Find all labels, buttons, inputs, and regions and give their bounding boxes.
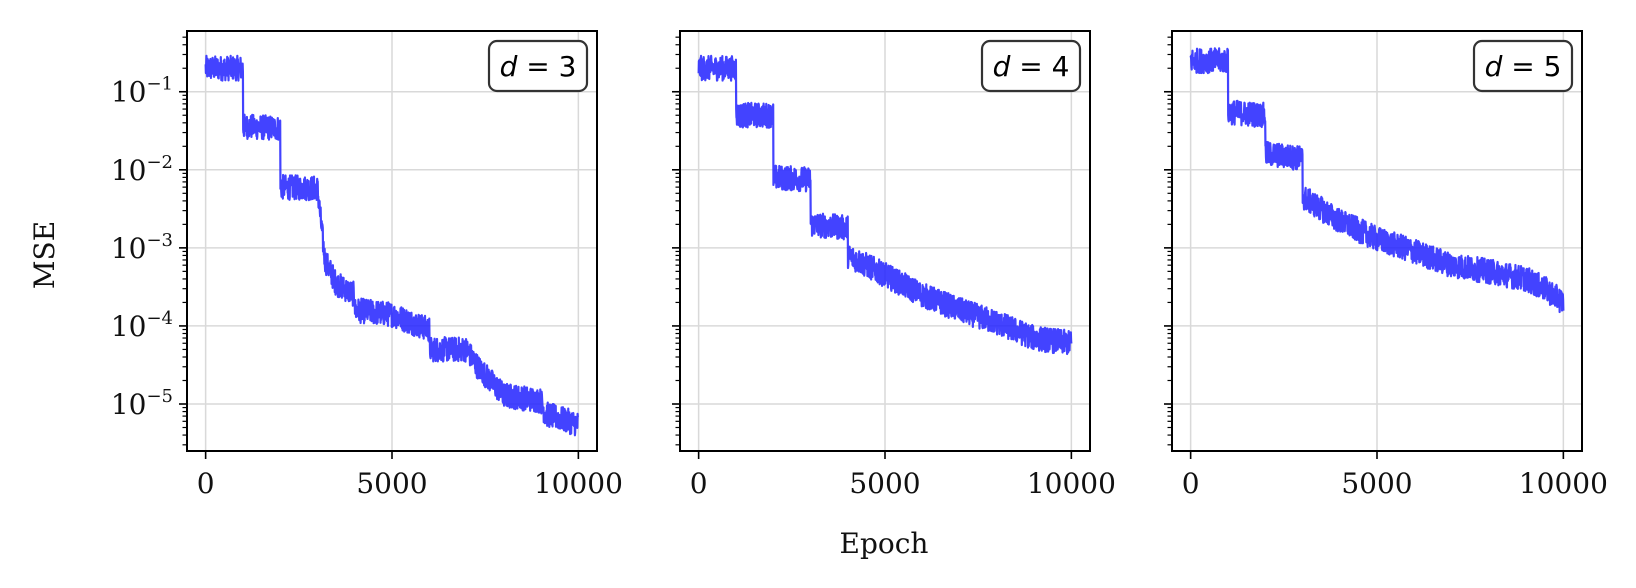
x-axis-label: Epoch (840, 527, 929, 560)
y-tick-label: 10−5 (111, 386, 173, 421)
y-tick-label: 10−2 (111, 152, 173, 187)
legend-label: d = 5 (1485, 50, 1562, 83)
legend-box (487, 39, 589, 93)
series-line (1189, 47, 1565, 314)
series-line (204, 54, 580, 437)
x-tick-label: 5000 (849, 467, 920, 500)
legend-label: d = 3 (500, 50, 577, 83)
panel-1: 0 5000 10000 10−1 10−2 10−3 10−4 10−5 d = 3 (111, 30, 623, 500)
legend-box (1472, 39, 1574, 93)
y-tick-label: 10−1 (111, 74, 173, 109)
x-tick-label: 10000 (1027, 467, 1116, 500)
x-tick-label: 5000 (356, 467, 427, 500)
x-tick-label: 5000 (1341, 467, 1412, 500)
panels: 0 5000 10000 10−1 10−2 10−3 10−4 10−5 d = 3 0 5000… (111, 30, 1608, 500)
x-tick-label: 0 (197, 467, 215, 500)
legend-label: d = 4 (993, 50, 1070, 83)
y-axis-label: MSE (28, 221, 61, 289)
legend-box (980, 39, 1082, 93)
y-tick-label: 10−4 (111, 308, 173, 343)
y-tick-label: 10−3 (111, 230, 173, 265)
panel-2: 0 5000 10000 d = 4 (672, 30, 1116, 500)
x-tick-label: 0 (1182, 467, 1200, 500)
series-line (697, 54, 1073, 356)
x-tick-label: 10000 (534, 467, 623, 500)
x-tick-label: 10000 (1519, 467, 1608, 500)
panel-3: 0 5000 10000 d = 5 (1164, 30, 1608, 500)
x-tick-label: 0 (690, 467, 708, 500)
